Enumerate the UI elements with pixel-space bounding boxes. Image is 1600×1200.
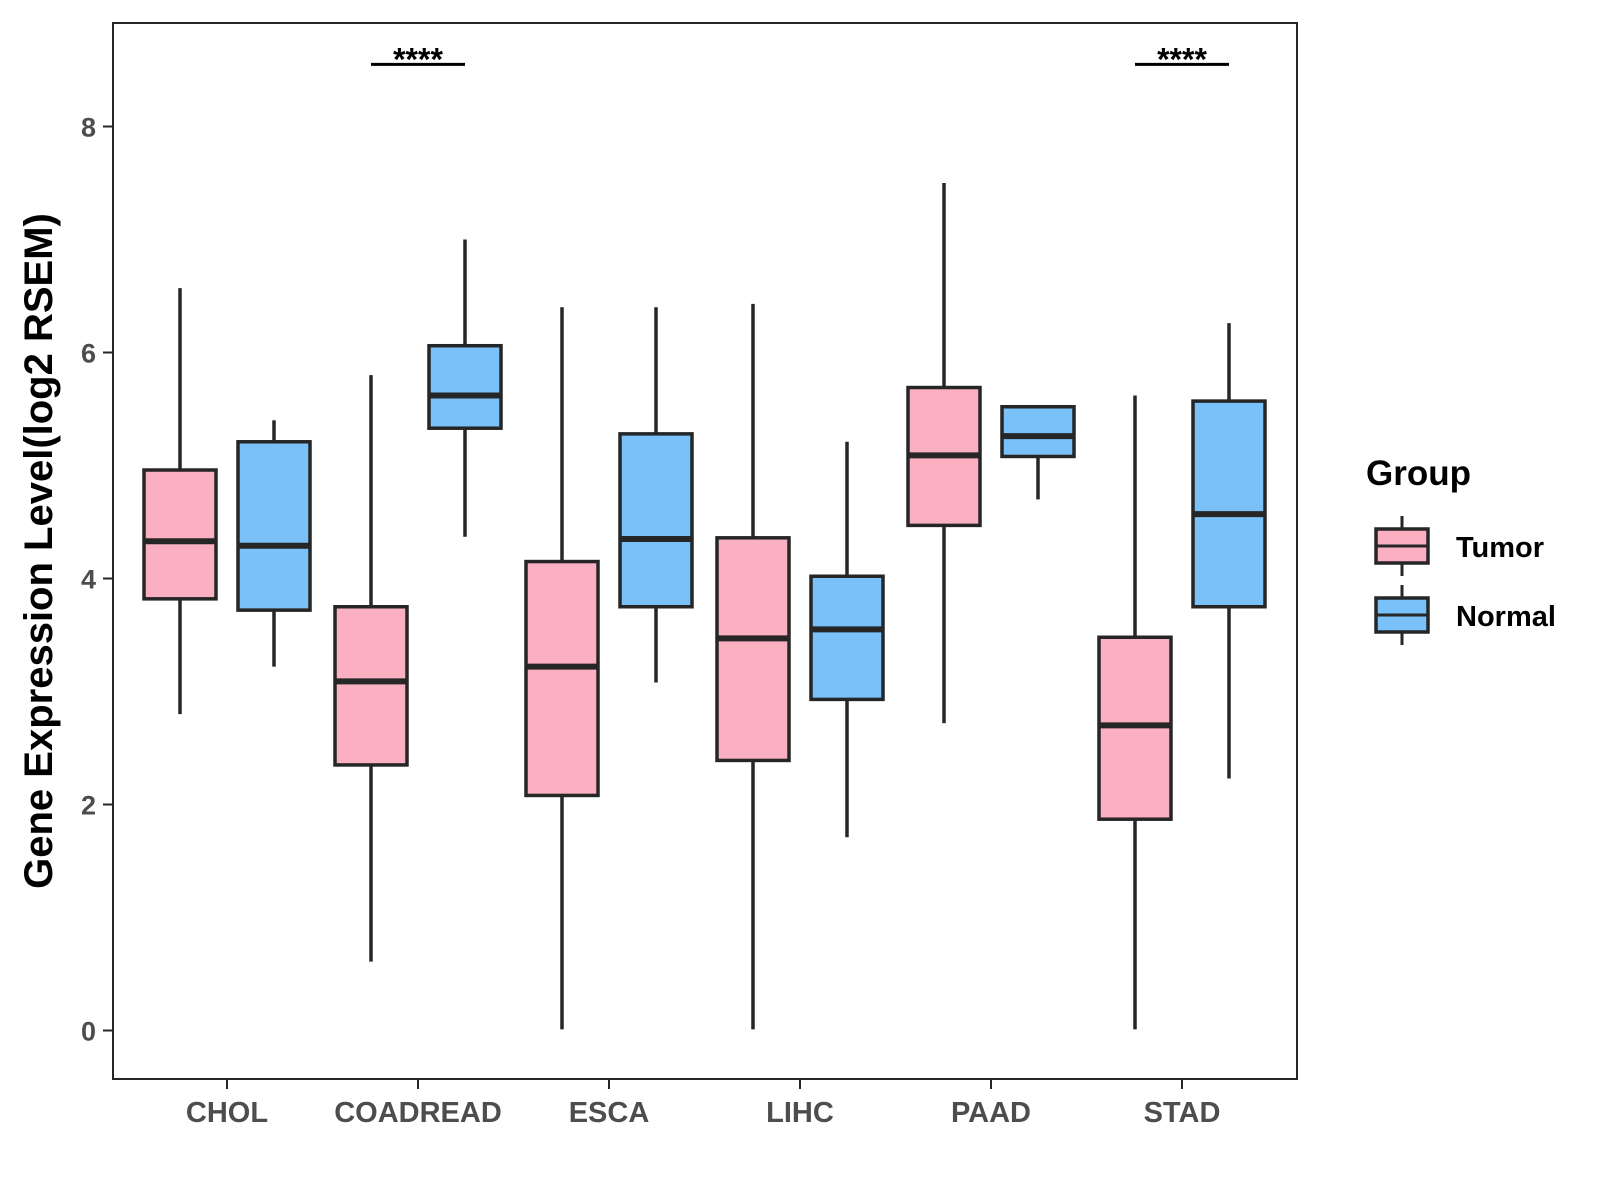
x-tick-label: PAAD: [951, 1097, 1031, 1129]
legend-item-tumor: Tumor: [1374, 516, 1544, 576]
box-normal-paad: [1000, 404, 1076, 500]
box-tumor-chol: [142, 288, 218, 715]
x-tick-label: STAD: [1144, 1097, 1221, 1129]
x-tick-label: COADREAD: [334, 1097, 502, 1129]
y-axis-label: Gene Expression Level(log2 RSEM): [17, 213, 61, 889]
y-tick-label: 2: [81, 791, 96, 821]
box-body: [1191, 399, 1267, 609]
x-axis: CHOL COADREAD ESCA LIHC PAAD STAD: [186, 1079, 1220, 1129]
box-tumor-stad: [1097, 395, 1173, 1030]
y-tick-label: 6: [81, 339, 96, 369]
box-tumor-lihc: [715, 303, 791, 1030]
box-normal-coadread: [427, 239, 503, 537]
box-body: [333, 605, 409, 767]
y-tick-label: 8: [81, 113, 96, 143]
significance-label: ****: [393, 41, 443, 77]
box-body: [524, 559, 600, 798]
box-body: [427, 343, 503, 430]
x-tick-label: CHOL: [186, 1097, 268, 1129]
x-tick-label: LIHC: [766, 1097, 834, 1129]
box-normal-lihc: [809, 441, 885, 838]
box-normal-stad: [1191, 323, 1267, 779]
significance-label: ****: [1157, 41, 1207, 77]
box-body: [809, 574, 885, 702]
box-tumor-paad: [906, 183, 982, 724]
box-normal-chol: [236, 420, 312, 667]
box-body: [236, 440, 312, 612]
box-tumor-coadread: [333, 375, 409, 962]
box-body: [618, 432, 694, 609]
box-series: [142, 183, 1267, 1030]
legend-title: Group: [1366, 454, 1471, 493]
y-axis: 0 2 4 6 8: [81, 113, 113, 1047]
box-body: [715, 536, 791, 763]
y-tick-label: 4: [81, 565, 96, 595]
box-body: [142, 468, 218, 601]
box-tumor-esca: [524, 307, 600, 1030]
y-tick-label: 0: [81, 1017, 96, 1047]
box-body: [1000, 404, 1076, 459]
legend-item-normal: Normal: [1374, 585, 1556, 645]
legend-label: Tumor: [1456, 532, 1544, 564]
legend: Group Tumor Normal: [1366, 454, 1556, 645]
significance-annotations: **** ****: [371, 41, 1229, 77]
legend-label: Normal: [1456, 601, 1556, 633]
box-normal-esca: [618, 307, 694, 683]
x-tick-label: ESCA: [569, 1097, 650, 1129]
